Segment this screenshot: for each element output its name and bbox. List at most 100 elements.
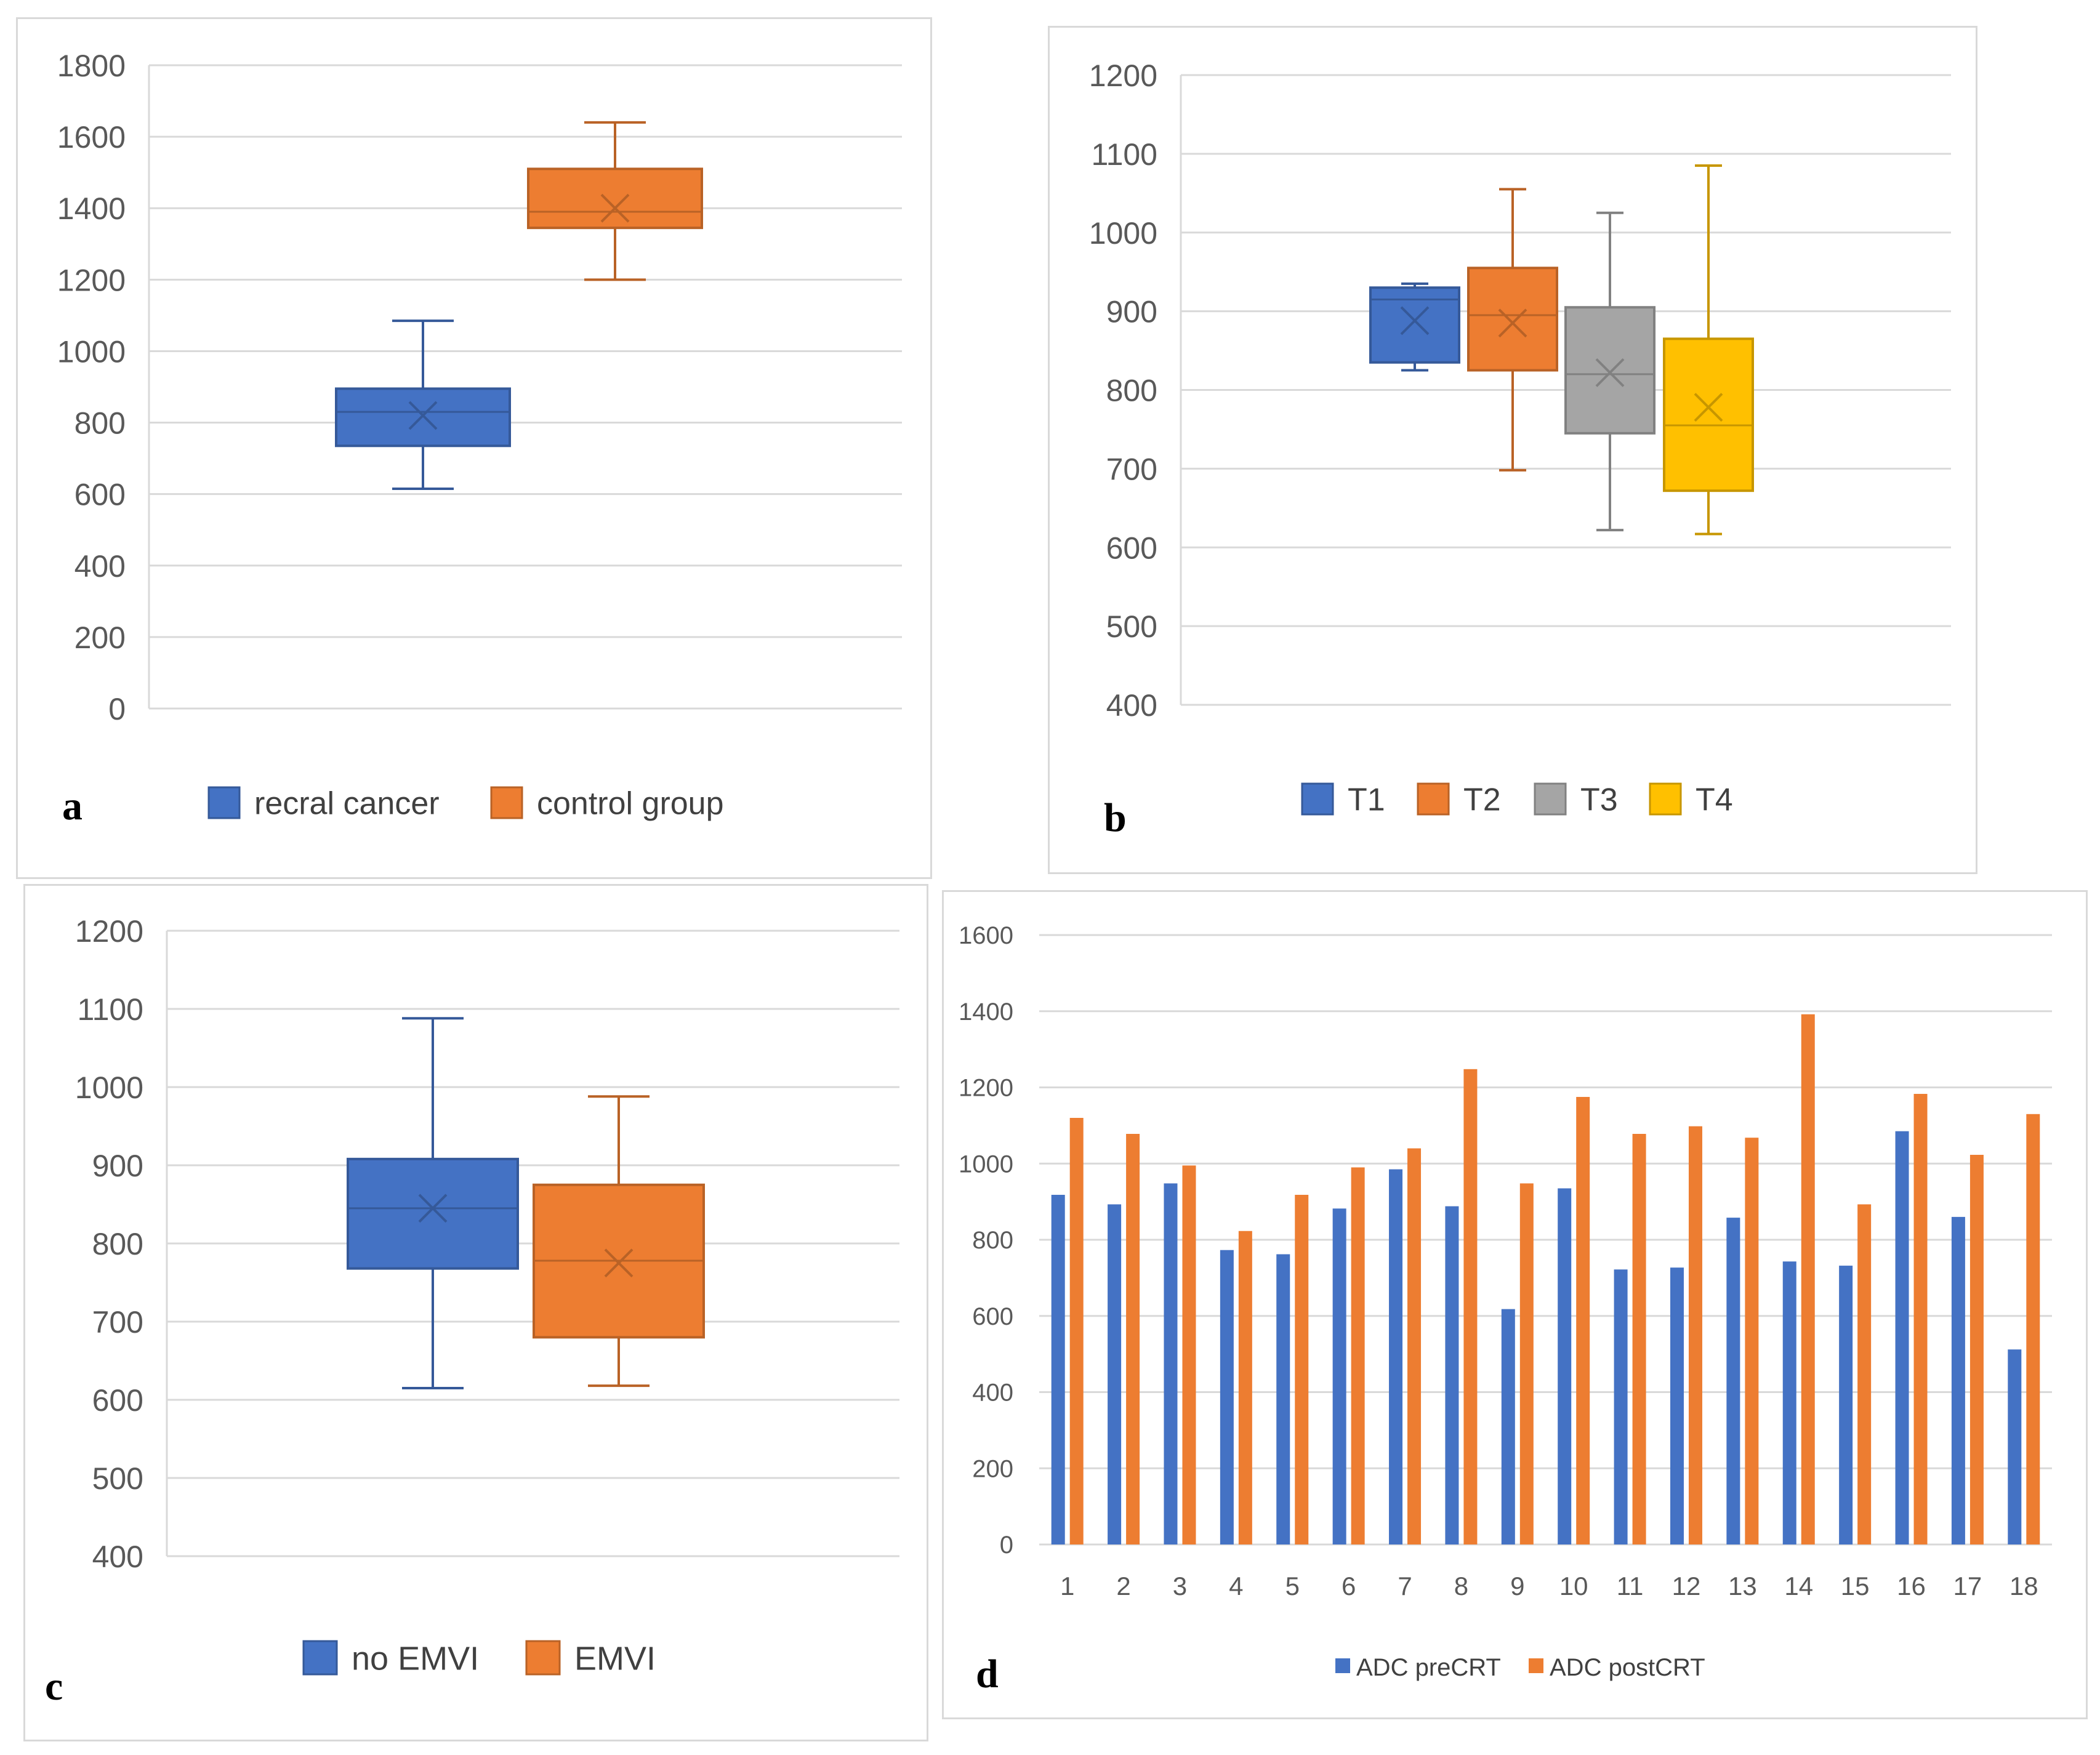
y-tick-label: 600 [74, 478, 126, 512]
y-tick-label: 1100 [1091, 137, 1157, 172]
y-tick-label: 800 [74, 406, 126, 441]
x-tick-label: 9 [1510, 1572, 1524, 1600]
mean-marker [600, 193, 630, 223]
panel-letter: c [45, 1664, 63, 1709]
bar-adc-postcrt [2026, 1114, 2040, 1544]
bar-adc-precrt [1389, 1169, 1403, 1544]
legend-swatch [207, 786, 241, 819]
legend-label: T2 [1463, 782, 1501, 818]
box-t2 [1467, 267, 1558, 372]
y-tick-label: 1600 [959, 922, 1013, 949]
legend-swatch [1534, 782, 1567, 816]
bar-adc-postcrt [1295, 1194, 1309, 1544]
mean-marker [604, 1248, 634, 1278]
x-tick-label: 14 [1784, 1572, 1813, 1600]
bar-adc-precrt [1614, 1269, 1628, 1544]
x-tick-label: 12 [1672, 1572, 1701, 1600]
y-tick-label: 1200 [959, 1075, 1013, 1102]
x-tick-label: 13 [1728, 1572, 1757, 1600]
bar-adc-precrt [1108, 1204, 1122, 1544]
x-tick-label: 17 [1953, 1572, 1982, 1600]
y-tick-label: 600 [972, 1303, 1013, 1330]
panel-b-boxplot: 400 500 600 700 800 900 1000 1100 1200 T1 T2 T3 T4 b [1048, 26, 1977, 874]
bar-adc-postcrt [1688, 1126, 1702, 1544]
legend-swatch [490, 786, 523, 819]
legend-swatch [1649, 782, 1682, 816]
y-tick-label: 1000 [1089, 216, 1157, 251]
y-tick-label: 700 [92, 1305, 143, 1339]
y-tick-label: 400 [972, 1380, 1013, 1407]
x-tick-label: 8 [1454, 1572, 1468, 1600]
y-tick-label: 200 [74, 620, 126, 655]
bar-adc-precrt [1726, 1218, 1740, 1544]
bar-adc-postcrt [1126, 1133, 1140, 1544]
x-tick-label: 16 [1897, 1572, 1926, 1600]
legend-label: T4 [1696, 782, 1733, 818]
bar-adc-precrt [1051, 1194, 1065, 1544]
x-tick-label: 4 [1229, 1572, 1243, 1600]
panel-c-boxplot: 400 500 600 700 800 900 1000 1100 1200 no EMVI EMV… [23, 884, 928, 1741]
bar-adc-precrt [1782, 1261, 1796, 1544]
mean-marker [1694, 393, 1723, 422]
box-recral-cancer [335, 387, 511, 448]
y-tick-label: 1200 [1089, 58, 1157, 93]
y-tick-label: 1000 [75, 1070, 143, 1105]
x-tick-label: 2 [1116, 1572, 1130, 1600]
bar-adc-precrt [1332, 1208, 1346, 1544]
y-tick-label: 1100 [77, 992, 143, 1027]
panel-letter: d [976, 1652, 999, 1697]
y-tick-label: 1200 [75, 914, 143, 949]
bar-adc-postcrt [1407, 1148, 1422, 1544]
legend-swatch [1335, 1658, 1350, 1673]
mean-marker [1498, 308, 1527, 338]
legend-label: control group [537, 786, 724, 822]
bar-adc-precrt [1164, 1183, 1178, 1544]
y-tick-label: 1400 [959, 998, 1013, 1026]
bar-adc-precrt [1558, 1188, 1572, 1544]
bar-adc-postcrt [1182, 1165, 1196, 1544]
panel-d-barchart: 0 200 400 600 800 1000 1200 1400 1600 1 2 3 4 5 6 7 8 9 10… [942, 890, 2088, 1719]
y-tick-label: 0 [1000, 1532, 1013, 1559]
mean-marker [408, 401, 438, 430]
bar-adc-precrt [2008, 1349, 2022, 1544]
y-tick-label: 1600 [57, 120, 126, 155]
legend-label: no EMVI [352, 1640, 479, 1677]
legend-swatch [302, 1640, 338, 1676]
legend-label: ADC postCRT [1550, 1654, 1705, 1681]
legend-label: T3 [1580, 782, 1618, 818]
bar-adc-postcrt [1576, 1096, 1590, 1544]
legend-swatch [1417, 782, 1450, 816]
x-tick-label: 6 [1342, 1572, 1356, 1600]
y-tick-label: 400 [1106, 688, 1157, 723]
legend-label: recral cancer [254, 786, 440, 822]
legend-label: EMVI [574, 1640, 656, 1677]
bar-adc-precrt [1501, 1309, 1515, 1544]
bar-adc-postcrt [1801, 1014, 1815, 1544]
y-tick-label: 1200 [57, 263, 126, 297]
bar-adc-postcrt [1351, 1167, 1365, 1544]
bar-adc-postcrt [1745, 1138, 1759, 1544]
x-tick-label: 3 [1173, 1572, 1187, 1600]
x-tick-label: 1 [1060, 1572, 1074, 1600]
box-t4 [1663, 337, 1754, 492]
box-t3 [1564, 306, 1655, 435]
bar-adc-postcrt [1238, 1231, 1252, 1544]
panel-letter: a [62, 784, 82, 829]
x-tick-label: 18 [2009, 1572, 2038, 1600]
panel-a-boxplot: 0 200 400 600 800 1000 1200 1400 1600 1800 recral … [16, 17, 932, 879]
y-tick-label: 1400 [57, 191, 126, 226]
y-tick-label: 1800 [57, 49, 126, 83]
bar-adc-postcrt [1069, 1118, 1084, 1544]
y-tick-label: 600 [1106, 531, 1157, 565]
y-tick-label: 1000 [959, 1151, 1013, 1178]
x-tick-label: 5 [1285, 1572, 1300, 1600]
bar-adc-postcrt [1632, 1133, 1646, 1544]
legend-label: ADC preCRT [1356, 1654, 1501, 1681]
y-tick-label: 500 [92, 1461, 143, 1496]
bar-adc-precrt [1276, 1254, 1290, 1544]
bar-adc-postcrt [1969, 1155, 1984, 1544]
y-tick-label: 1000 [57, 334, 126, 369]
x-tick-label: 15 [1841, 1572, 1870, 1600]
y-tick-label: 200 [972, 1455, 1013, 1482]
y-tick-label: 500 [1106, 609, 1157, 644]
